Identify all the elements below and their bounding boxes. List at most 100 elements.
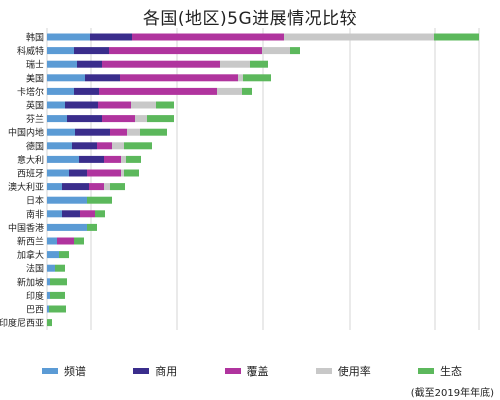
chart-legend: 频谱 商用 覆盖 使用率 生态 <box>42 362 462 380</box>
bar-segment <box>74 237 84 245</box>
bar-segment <box>140 128 167 136</box>
bar-segment <box>87 196 112 204</box>
bar-segment <box>59 251 69 259</box>
category-label: 中国内地 <box>8 127 44 139</box>
bar-segment <box>290 47 300 55</box>
bar-segment <box>126 155 141 163</box>
category-label: 南非 <box>26 208 44 220</box>
bar-segment <box>124 142 152 150</box>
legend-item: 覆盖 <box>224 363 269 379</box>
bar-segment <box>72 142 97 150</box>
bar-segment <box>262 47 290 55</box>
bar-segment <box>85 74 120 82</box>
bar-segment <box>65 101 98 109</box>
category-label: 英国 <box>26 100 44 112</box>
bar-segment <box>77 60 102 68</box>
bar-segment <box>47 128 75 136</box>
legend-swatch <box>418 368 434 374</box>
category-label: 美国 <box>26 72 44 84</box>
bar-segment <box>47 264 55 272</box>
bar-segment <box>250 60 268 68</box>
bar-segment <box>47 223 87 231</box>
legend-label: 覆盖 <box>246 365 269 378</box>
bar-segment <box>69 169 87 177</box>
bar-segment <box>47 183 62 191</box>
bar-segment <box>47 237 57 245</box>
bar-segment <box>62 210 80 218</box>
category-label: 澳大利亚 <box>8 181 44 193</box>
bar-segment <box>47 278 50 286</box>
bar-segment <box>121 169 124 177</box>
bar-segment <box>47 87 74 95</box>
bar-segment <box>74 87 99 95</box>
category-label: 新西兰 <box>17 236 44 248</box>
bar-segment <box>102 60 220 68</box>
bar-segment <box>87 169 121 177</box>
bar-segment <box>79 155 104 163</box>
bar-segment <box>112 142 124 150</box>
bar-segment <box>47 210 62 218</box>
bar-segment <box>284 33 434 41</box>
category-label: 卡塔尔 <box>17 86 44 98</box>
category-label: 德国 <box>26 140 44 152</box>
category-label: 西班牙 <box>17 168 44 180</box>
bar-segment <box>47 319 52 327</box>
category-label: 法国 <box>26 263 44 275</box>
bar-segment <box>217 87 242 95</box>
bar-segment <box>127 128 140 136</box>
bar-segment <box>89 183 104 191</box>
bar-segment <box>99 87 217 95</box>
category-label: 新加坡 <box>17 276 44 288</box>
legend-label: 商用 <box>155 365 178 378</box>
legend-swatch <box>315 368 332 374</box>
category-label: 加拿大 <box>17 249 44 261</box>
bar-segment <box>47 305 49 313</box>
bar-segment <box>47 291 50 299</box>
bar-segment <box>49 305 66 313</box>
bar-segment <box>74 47 109 55</box>
category-label: 瑞士 <box>26 59 44 71</box>
bar-segment <box>110 183 125 191</box>
category-label: 科威特 <box>17 45 44 57</box>
bar-segment <box>47 251 59 259</box>
legend-label: 使用率 <box>337 365 371 378</box>
legend-swatch <box>224 368 241 374</box>
bar-segment <box>242 87 252 95</box>
bar-segment <box>47 101 65 109</box>
bar-segment <box>243 74 271 82</box>
bar-segment <box>47 33 90 41</box>
category-label: 芬兰 <box>26 113 44 125</box>
bar-segment <box>97 142 112 150</box>
bar-segment <box>50 291 65 299</box>
legend-item: 生态 <box>418 363 462 379</box>
bar-segment <box>87 223 97 231</box>
category-label: 日本 <box>26 195 44 207</box>
bar-segment <box>98 101 131 109</box>
bar-segment <box>135 115 147 123</box>
bar-segment <box>47 155 79 163</box>
bar-segment <box>120 74 238 82</box>
bar-segment <box>75 128 110 136</box>
bar-segment <box>47 115 67 123</box>
bar-segment <box>62 183 89 191</box>
legend-swatch <box>133 368 150 374</box>
category-label: 韩国 <box>26 32 44 44</box>
bar-segment <box>47 196 87 204</box>
bar-segment <box>132 33 284 41</box>
bar-segment <box>109 47 262 55</box>
bar-segment <box>55 264 65 272</box>
category-label: 印度尼西亚 <box>0 317 44 329</box>
bar-segment <box>95 210 105 218</box>
legend-item: 商用 <box>133 363 177 379</box>
bar-segment <box>434 33 479 41</box>
category-label: 中国香港 <box>8 222 44 234</box>
bar-segment <box>156 101 174 109</box>
bar-segment <box>147 115 174 123</box>
bar-segment <box>220 60 250 68</box>
bar-segment <box>121 155 126 163</box>
legend-label: 生态 <box>440 365 462 378</box>
category-label: 意大利 <box>17 154 44 166</box>
bar-segment <box>90 33 132 41</box>
